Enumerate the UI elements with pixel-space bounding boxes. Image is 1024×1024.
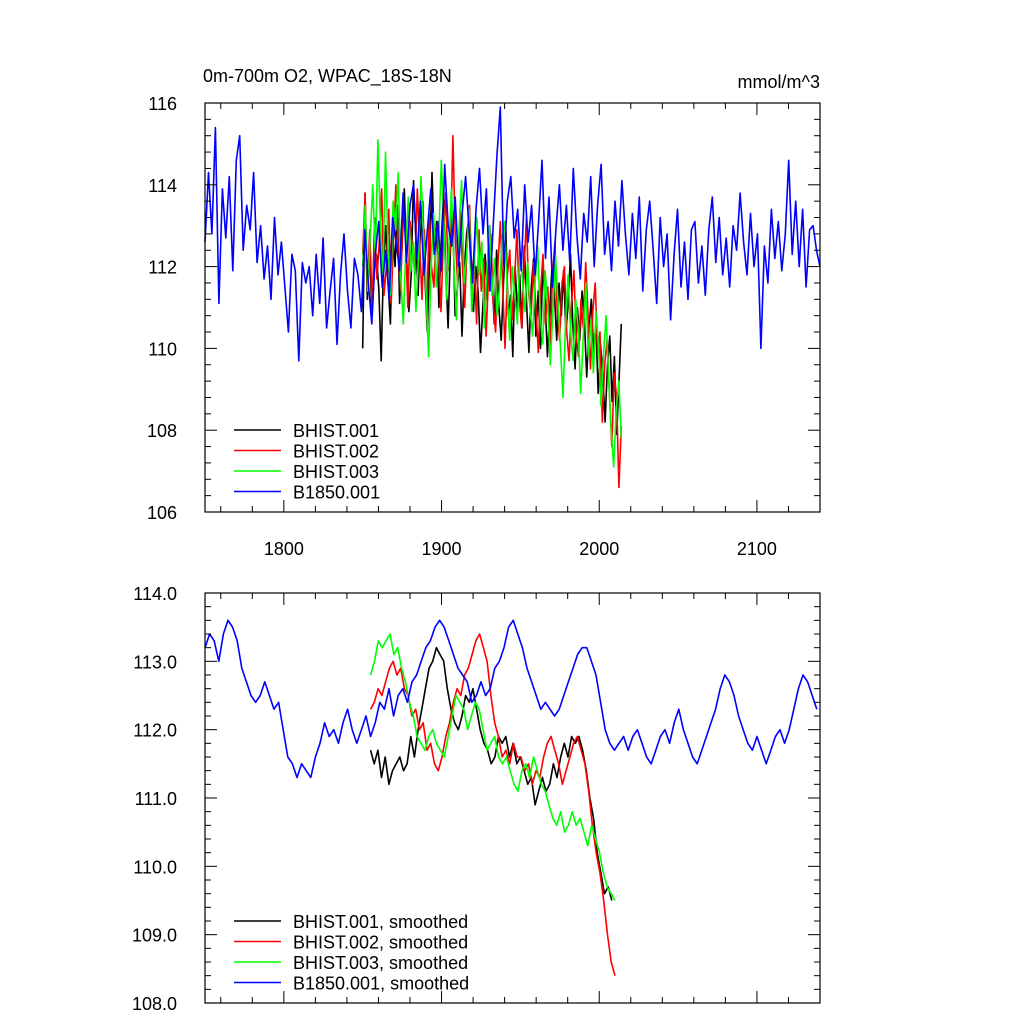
legend-label: BHIST.002, smoothed (293, 933, 468, 953)
legend-label: B1850.001, smoothed (293, 974, 469, 994)
bottom-panel: 108.0 109.0 110.0 111.0 112.0 113.0 114.0 BHIST… (132, 584, 821, 1014)
y-tick-label: 114.0 (133, 584, 177, 604)
x-tick-label: 2100 (737, 539, 777, 559)
y-tick-label: 114 (148, 176, 177, 196)
top-panel: 0m-700m O2, WPAC_18S-18N mmol/m^3 1800 19… (147, 66, 821, 559)
x-tick-label: 2000 (579, 539, 619, 559)
x-tick-label: 1900 (422, 539, 462, 559)
y-tick-label: 106 (147, 503, 177, 523)
series-line-b1850-001 (204, 106, 821, 362)
y-tick-label: 110.0 (133, 857, 177, 877)
chart-title: 0m-700m O2, WPAC_18S-18N (203, 66, 452, 87)
y-tick-label: 110 (148, 339, 177, 359)
y-tick-label: 113.0 (133, 652, 177, 672)
y-tick-label: 108.0 (132, 994, 177, 1014)
y-tick-label: 109.0 (132, 926, 177, 946)
series-line-bhist-003-smoothed (369, 633, 616, 901)
x-tick-label: 1800 (264, 539, 304, 559)
series-line-bhist-002 (361, 134, 623, 489)
units-label: mmol/m^3 (738, 72, 820, 92)
y-tick-label: 112.0 (133, 721, 177, 741)
legend-label: BHIST.001, smoothed (293, 912, 468, 932)
plot-frame (204, 102, 821, 513)
series-line-bhist-002-smoothed (369, 633, 616, 976)
legend-label: BHIST.003, smoothed (293, 953, 468, 973)
legend-label: BHIST.001 (293, 421, 379, 441)
y-tick-label: 116 (148, 94, 177, 114)
legend-label: B1850.001 (293, 483, 380, 503)
series-line-b1850-001-smoothed (204, 619, 818, 779)
legend-label: BHIST.003 (293, 462, 379, 482)
series-line-bhist-001-smoothed (369, 646, 613, 901)
y-tick-label: 108 (147, 421, 177, 441)
y-tick-label: 111.0 (135, 789, 177, 809)
legend-label: BHIST.002 (293, 442, 379, 462)
y-tick-label: 112 (148, 258, 177, 278)
